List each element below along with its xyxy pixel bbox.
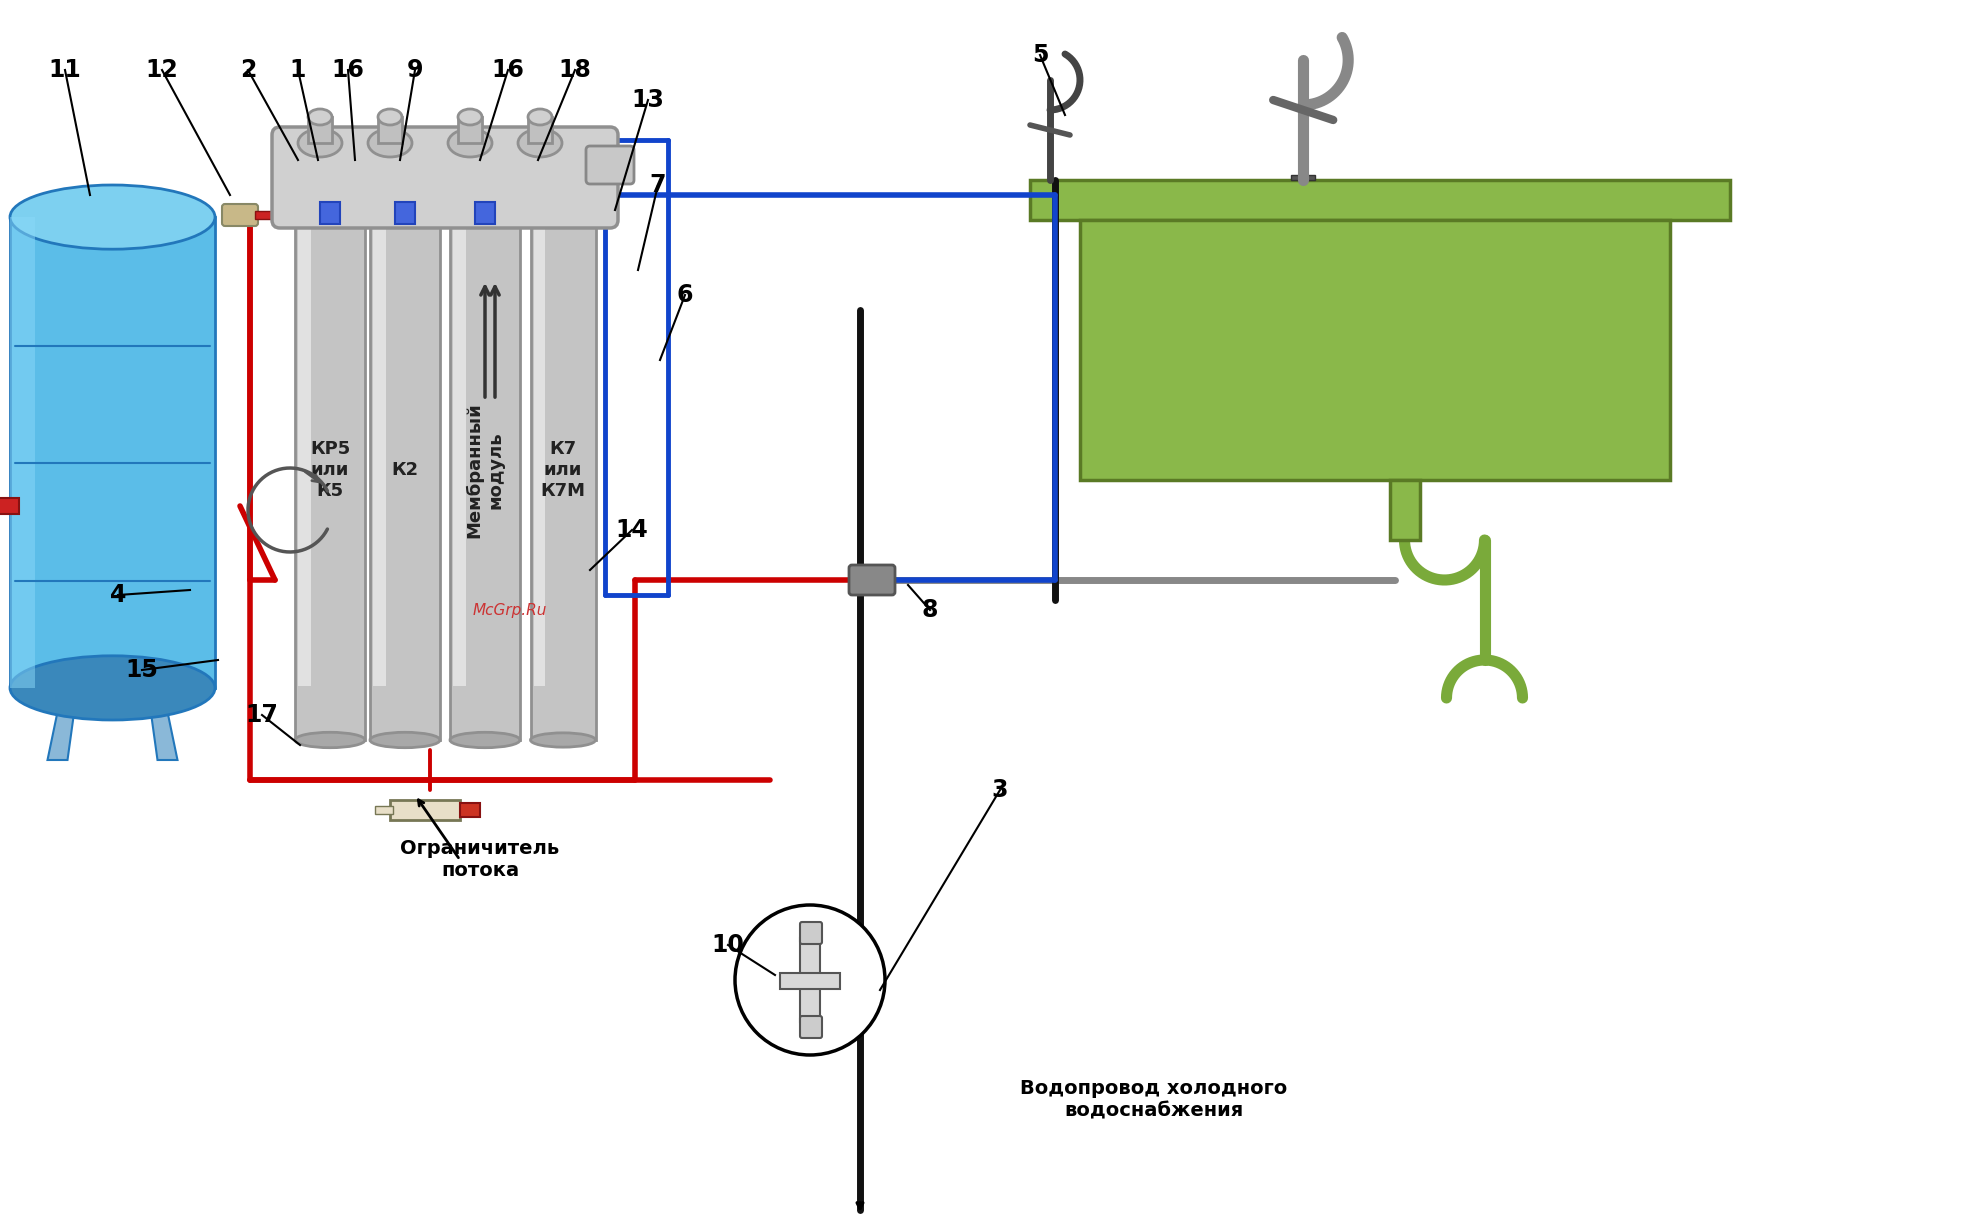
Text: 2: 2 bbox=[240, 57, 256, 82]
Text: К2: К2 bbox=[390, 461, 418, 479]
Ellipse shape bbox=[369, 130, 412, 156]
Text: Водопровод холодного
водоснабжения: Водопровод холодного водоснабжения bbox=[1019, 1079, 1286, 1121]
Bar bbox=[256, 211, 275, 219]
Bar bbox=[295, 200, 365, 741]
Text: Ограничитель
потока: Ограничитель потока bbox=[400, 840, 559, 881]
FancyBboxPatch shape bbox=[848, 565, 894, 595]
Circle shape bbox=[735, 906, 884, 1055]
Text: 3: 3 bbox=[991, 778, 1007, 802]
FancyBboxPatch shape bbox=[587, 145, 634, 185]
Bar bbox=[527, 117, 551, 143]
Bar bbox=[450, 200, 519, 741]
Ellipse shape bbox=[297, 130, 341, 156]
Bar bbox=[319, 202, 339, 224]
Ellipse shape bbox=[517, 130, 561, 156]
Ellipse shape bbox=[450, 732, 519, 748]
Ellipse shape bbox=[448, 130, 492, 156]
Text: К7
или
К7М: К7 или К7М bbox=[541, 440, 585, 500]
Bar bbox=[394, 202, 414, 224]
Text: 8: 8 bbox=[922, 598, 937, 622]
Bar bbox=[476, 202, 496, 224]
Text: 10: 10 bbox=[712, 934, 743, 957]
Text: 9: 9 bbox=[406, 57, 422, 82]
Text: 4: 4 bbox=[109, 583, 127, 607]
Bar bbox=[0, 499, 20, 514]
Bar bbox=[1389, 480, 1419, 540]
Text: 11: 11 bbox=[50, 57, 81, 82]
FancyBboxPatch shape bbox=[799, 923, 823, 945]
Bar bbox=[390, 800, 460, 820]
Text: Мембранный
модуль: Мембранный модуль bbox=[466, 402, 503, 538]
FancyBboxPatch shape bbox=[272, 127, 618, 229]
Bar bbox=[531, 200, 595, 741]
Bar bbox=[373, 227, 385, 686]
Bar bbox=[458, 117, 482, 143]
Bar bbox=[799, 938, 821, 1022]
Text: 12: 12 bbox=[145, 57, 178, 82]
Text: McGrp.Ru: McGrp.Ru bbox=[472, 602, 547, 617]
Bar bbox=[1290, 175, 1314, 180]
Ellipse shape bbox=[10, 656, 214, 720]
Bar bbox=[460, 803, 480, 818]
Text: 13: 13 bbox=[630, 88, 664, 112]
Text: 1: 1 bbox=[289, 57, 305, 82]
Bar bbox=[307, 117, 331, 143]
Text: 6: 6 bbox=[676, 284, 694, 307]
Bar bbox=[1029, 180, 1728, 220]
Bar bbox=[1080, 220, 1669, 480]
Text: 7: 7 bbox=[650, 174, 666, 197]
Ellipse shape bbox=[531, 733, 595, 747]
FancyBboxPatch shape bbox=[222, 204, 258, 226]
Ellipse shape bbox=[295, 732, 365, 748]
Text: 5: 5 bbox=[1031, 43, 1048, 67]
Bar bbox=[375, 807, 392, 814]
Ellipse shape bbox=[307, 109, 331, 125]
Ellipse shape bbox=[450, 192, 519, 208]
Text: 16: 16 bbox=[331, 57, 365, 82]
Text: 14: 14 bbox=[614, 518, 648, 543]
Bar bbox=[379, 117, 402, 143]
Bar bbox=[533, 227, 545, 686]
Bar bbox=[371, 200, 440, 741]
Text: КР5
или
К5: КР5 или К5 bbox=[309, 440, 351, 500]
Text: 15: 15 bbox=[125, 657, 159, 682]
Polygon shape bbox=[147, 688, 178, 760]
Text: 16: 16 bbox=[492, 57, 523, 82]
Ellipse shape bbox=[458, 109, 482, 125]
Bar bbox=[452, 227, 466, 686]
Ellipse shape bbox=[531, 193, 595, 208]
Bar bbox=[275, 211, 305, 218]
FancyBboxPatch shape bbox=[799, 1015, 823, 1037]
Bar bbox=[10, 218, 214, 688]
Bar bbox=[779, 973, 840, 989]
Ellipse shape bbox=[371, 192, 440, 208]
Ellipse shape bbox=[371, 732, 440, 748]
Text: 18: 18 bbox=[559, 57, 591, 82]
Text: 17: 17 bbox=[246, 703, 277, 727]
Bar bbox=[10, 218, 34, 688]
Ellipse shape bbox=[10, 185, 214, 249]
Polygon shape bbox=[48, 688, 77, 760]
Ellipse shape bbox=[295, 192, 365, 208]
Ellipse shape bbox=[527, 109, 551, 125]
Ellipse shape bbox=[379, 109, 402, 125]
Bar bbox=[297, 227, 311, 686]
